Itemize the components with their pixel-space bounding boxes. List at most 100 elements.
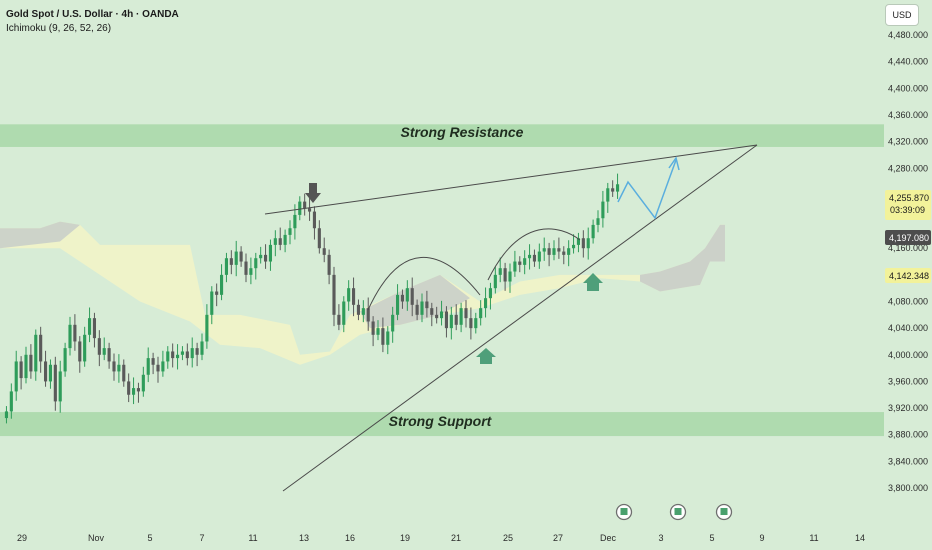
candle-body bbox=[371, 321, 375, 335]
currency-button[interactable]: USD bbox=[885, 4, 919, 26]
resistance-zone bbox=[0, 124, 884, 147]
candle-body bbox=[210, 291, 214, 315]
ichimoku-cloud bbox=[0, 221, 725, 365]
candle-body bbox=[405, 288, 409, 302]
time-tick-label: 11 bbox=[809, 533, 818, 543]
candle-body bbox=[68, 324, 72, 349]
chart-header: Gold Spot / U.S. Dollar · 4h · OANDA Ich… bbox=[6, 8, 179, 36]
time-tick-label: Dec bbox=[600, 533, 617, 543]
candle-body bbox=[78, 341, 82, 362]
time-tick-label: 27 bbox=[553, 533, 563, 543]
candle-body bbox=[474, 318, 478, 329]
candle-body bbox=[606, 188, 610, 202]
candle-body bbox=[537, 251, 541, 262]
candle-body bbox=[278, 238, 282, 245]
time-tick-label: Nov bbox=[88, 533, 105, 543]
candle-body bbox=[601, 201, 605, 219]
price-tick-label: 3,880.000 bbox=[888, 430, 928, 440]
candle-body bbox=[166, 351, 170, 362]
cloud-bearish-3 bbox=[640, 224, 725, 292]
candle-body bbox=[200, 341, 204, 355]
candle-body bbox=[439, 311, 444, 319]
candle-body bbox=[283, 234, 287, 245]
candle-body bbox=[498, 268, 502, 275]
candle-body bbox=[523, 258, 527, 265]
candle-body bbox=[298, 201, 302, 215]
candle-body bbox=[420, 301, 424, 315]
arc-left bbox=[367, 257, 481, 311]
price-tick-label: 4,320.000 bbox=[888, 137, 928, 147]
candle-body bbox=[342, 301, 346, 325]
candle-body bbox=[205, 314, 209, 342]
candle-body bbox=[400, 294, 405, 302]
price-tick-label: 3,840.000 bbox=[888, 456, 928, 466]
candle-body bbox=[190, 348, 194, 359]
candle-body bbox=[410, 288, 414, 305]
event-marker-flag bbox=[720, 508, 728, 515]
candle-body bbox=[303, 201, 307, 209]
candle-body bbox=[24, 354, 28, 379]
candle-body bbox=[376, 328, 380, 335]
candle-body bbox=[175, 354, 180, 359]
time-tick-label: 19 bbox=[400, 533, 410, 543]
candle-body bbox=[263, 254, 268, 262]
candle-body bbox=[571, 244, 576, 249]
price-tick-label: 4,040.000 bbox=[888, 323, 928, 333]
price-tick-label: 4,000.000 bbox=[888, 350, 928, 360]
candle-body bbox=[92, 318, 97, 339]
support-trendline bbox=[282, 144, 758, 492]
candle-body bbox=[347, 288, 351, 302]
candle-body bbox=[513, 261, 517, 272]
arrow-down-icon bbox=[305, 183, 321, 203]
cloud-bearish-1 bbox=[0, 221, 80, 249]
candle-body bbox=[425, 301, 429, 309]
level-1-badge bbox=[885, 230, 931, 245]
candle-body bbox=[273, 238, 277, 245]
candle-body bbox=[454, 314, 458, 325]
candle-body bbox=[493, 274, 497, 289]
candle-body bbox=[552, 248, 556, 255]
time-tick-label: 3 bbox=[658, 533, 663, 543]
candle-body bbox=[43, 361, 48, 382]
last-price-value: 4,255.870 bbox=[889, 193, 929, 203]
candle-body bbox=[532, 254, 537, 262]
candle-body bbox=[312, 211, 317, 229]
candle-body bbox=[381, 328, 385, 345]
candle-body bbox=[19, 361, 23, 379]
candle-body bbox=[557, 248, 561, 252]
candle-body bbox=[224, 258, 229, 275]
time-tick-label: 16 bbox=[345, 533, 355, 543]
candle-body bbox=[146, 358, 150, 375]
candle-body bbox=[567, 248, 571, 255]
candle-body bbox=[322, 248, 326, 255]
candle-body bbox=[48, 364, 53, 382]
level-1-value: 4,197.080 bbox=[889, 233, 929, 243]
time-tick-label: 25 bbox=[503, 533, 513, 543]
candle-body bbox=[483, 298, 488, 309]
candle-body bbox=[361, 308, 365, 315]
candle-body bbox=[229, 258, 233, 265]
candle-body bbox=[459, 308, 463, 325]
candle-body bbox=[9, 391, 13, 412]
candle-body bbox=[63, 348, 67, 372]
candle-body bbox=[131, 388, 136, 395]
support-label: Strong Support bbox=[389, 413, 493, 429]
cloud-bearish-2 bbox=[360, 274, 470, 329]
candle-body bbox=[435, 314, 439, 319]
candle-body bbox=[239, 251, 243, 262]
candle-body bbox=[180, 351, 185, 355]
candle-body bbox=[332, 274, 336, 315]
candle-body bbox=[581, 238, 585, 249]
arc-right bbox=[487, 228, 581, 281]
candle-body bbox=[288, 228, 292, 235]
price-tick-label: 4,280.000 bbox=[888, 163, 928, 173]
time-tick-label: 13 bbox=[299, 533, 309, 543]
price-tick-label: 4,360.000 bbox=[888, 110, 928, 120]
time-tick-label: 11 bbox=[248, 533, 257, 543]
candle-body bbox=[518, 261, 522, 265]
event-marker-flag bbox=[674, 508, 682, 515]
arrow-up-icon bbox=[583, 273, 603, 291]
resistance-label: Strong Resistance bbox=[401, 124, 524, 140]
